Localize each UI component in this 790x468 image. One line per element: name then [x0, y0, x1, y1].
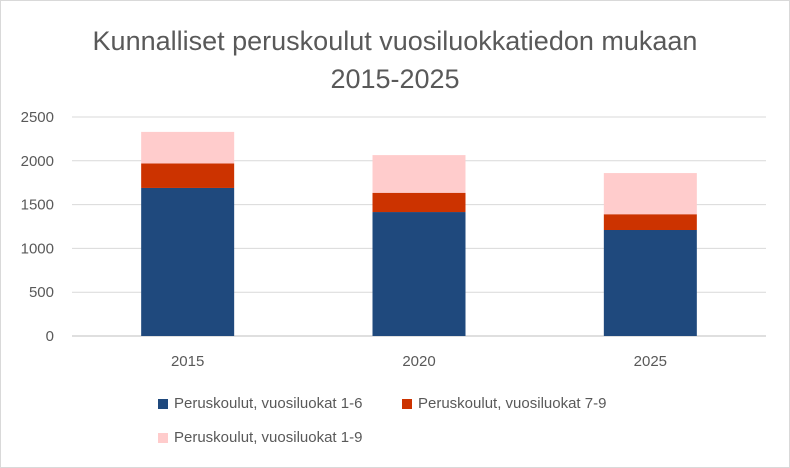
y-tick-label: 1500: [21, 197, 54, 214]
legend-item-series-1: Peruskoulut, vuosiluokat 1-6: [158, 395, 362, 412]
y-tick-label: 2500: [21, 109, 54, 126]
legend-swatch-series-3: [158, 432, 168, 443]
y-tick-label: 500: [29, 284, 54, 301]
bar-segment-2015-series-1: [141, 187, 235, 336]
x-tick-label: 2025: [634, 353, 667, 370]
bar-segment-2020-series-1: [372, 212, 466, 336]
legend-label-series-1: Peruskoulut, vuosiluokat 1-6: [174, 395, 363, 412]
legend-swatch-series-1: [158, 398, 168, 409]
bar-segment-2015-series-3: [141, 131, 235, 164]
legend-item-series-3: Peruskoulut, vuosiluokat 1-9: [158, 429, 362, 446]
y-tick-label: 1000: [21, 240, 54, 257]
chart-title: Kunnalliset peruskoulut vuosiluokkatiedo…: [0, 22, 790, 98]
y-tick-label: 2000: [21, 153, 54, 170]
legend-item-series-2: Peruskoulut, vuosiluokat 7-9: [402, 395, 606, 412]
legend-swatch-series-2: [402, 398, 412, 409]
x-tick-label: 2020: [402, 353, 435, 370]
chart-title-line-2: 2015-2025: [330, 64, 460, 94]
y-tick-label: 0: [46, 328, 54, 345]
bar-segment-2025-series-3: [603, 173, 697, 215]
legend-label-series-2: Peruskoulut, vuosiluokat 7-9: [418, 395, 607, 412]
chart-title-line-1: Kunnalliset peruskoulut vuosiluokkatiedo…: [92, 26, 698, 56]
bar-segment-2025-series-1: [603, 230, 697, 336]
bar-segment-2015-series-2: [141, 163, 235, 188]
bar-segment-2020-series-2: [372, 192, 466, 213]
bar-segment-2020-series-3: [372, 155, 466, 193]
bar-segment-2025-series-2: [603, 214, 697, 231]
legend-label-series-3: Peruskoulut, vuosiluokat 1-9: [174, 429, 363, 446]
x-tick-label: 2015: [171, 353, 204, 370]
